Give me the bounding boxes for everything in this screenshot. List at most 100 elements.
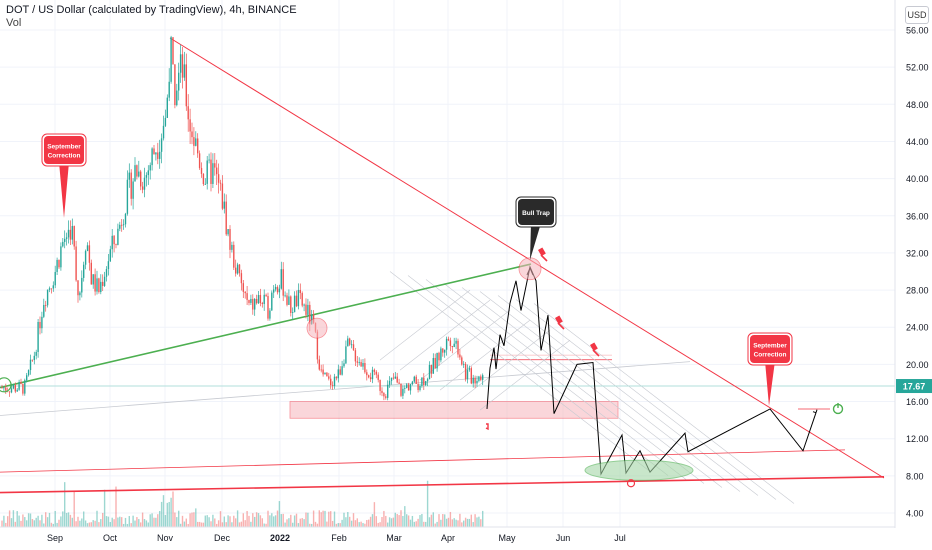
volume-bar — [257, 513, 260, 527]
candle-body — [124, 213, 127, 225]
candle-body — [60, 246, 62, 268]
candle-body — [459, 354, 461, 358]
candle-body — [198, 153, 201, 168]
candle-body — [73, 226, 75, 247]
candle-body — [39, 321, 41, 329]
candle-body — [396, 376, 398, 383]
bottom-marker — [626, 479, 636, 488]
volume-bar — [73, 491, 75, 527]
candle-body — [331, 385, 334, 386]
callout-text: Correction — [754, 352, 787, 359]
candle-body — [35, 351, 37, 356]
volume-bar — [27, 513, 30, 527]
candle-body — [136, 165, 138, 177]
candle-body — [271, 292, 273, 311]
candle-body — [100, 281, 102, 293]
candle-body — [447, 338, 450, 341]
volume-bar — [136, 517, 138, 527]
candle-body — [174, 64, 176, 106]
candle-body — [212, 163, 214, 184]
candlesticks — [1, 35, 484, 401]
volume-bar — [392, 517, 395, 527]
volume-bar — [39, 520, 41, 527]
candle-body — [402, 388, 404, 396]
volume-bar — [138, 519, 140, 527]
volume-bar — [457, 520, 459, 527]
volume-bar — [292, 522, 294, 527]
x-tick-label: Feb — [331, 533, 347, 543]
candle-body — [426, 379, 429, 382]
candle-body — [463, 363, 465, 365]
fan-line — [425, 279, 687, 480]
candle-body — [440, 348, 442, 361]
candle-body — [219, 182, 222, 184]
projection-arrowhead — [812, 409, 818, 414]
candle-body — [349, 338, 351, 345]
volume-bar — [147, 522, 149, 527]
candle-body — [149, 165, 151, 171]
candle-body — [417, 383, 419, 390]
candle-body — [103, 276, 106, 286]
candle-body — [111, 235, 113, 250]
candle-body — [457, 340, 459, 355]
volume-bar — [482, 510, 484, 527]
callout-box — [518, 199, 554, 225]
candle-body — [461, 357, 463, 365]
y-tick-label: 24.00 — [906, 323, 929, 333]
currency-button[interactable]: USD — [905, 6, 929, 24]
volume-bar — [200, 522, 203, 527]
volume-bar — [109, 522, 111, 527]
volume-bar — [41, 514, 43, 527]
y-tick-label: 48.00 — [906, 100, 929, 110]
volume-bar — [377, 522, 379, 527]
candle-body — [52, 285, 54, 289]
volume-bar — [364, 523, 366, 527]
volume-bar — [210, 521, 212, 527]
candle-body — [328, 376, 330, 379]
candle-body — [248, 299, 250, 303]
volume-label: Vol — [6, 17, 22, 29]
support-zone — [289, 401, 619, 419]
candle-body — [470, 368, 472, 384]
candle-body — [141, 186, 144, 190]
volume-bar — [250, 521, 252, 527]
candle-body — [46, 289, 49, 306]
volume-bar — [271, 513, 273, 527]
volume-bar — [309, 523, 311, 527]
candle-body — [333, 376, 336, 386]
volume-bar — [381, 517, 383, 527]
volume-bar — [236, 510, 239, 527]
candle-body — [423, 377, 425, 386]
volume-bar — [235, 518, 237, 527]
volume-bar — [92, 520, 94, 527]
volume-bar — [65, 512, 68, 527]
volume-bar — [162, 495, 165, 527]
volume-bar — [464, 517, 467, 527]
volume-bar — [261, 518, 263, 527]
volume-bar — [130, 523, 132, 527]
fan-line — [497, 295, 759, 496]
candle-body — [278, 288, 281, 293]
candle-body — [92, 274, 94, 285]
volume-bar — [407, 515, 410, 527]
candle-body — [316, 331, 319, 360]
y-tick-label: 16.00 — [906, 397, 929, 407]
candle-body — [56, 259, 58, 272]
volume-bar — [159, 510, 161, 527]
volume-bar — [368, 519, 370, 527]
volume-bar — [468, 518, 471, 527]
volume-bar — [417, 518, 419, 527]
candle-body — [48, 288, 51, 290]
volume-bar — [419, 515, 421, 527]
candle-body — [464, 363, 467, 380]
volume-bar — [141, 512, 144, 527]
volume-bar — [126, 523, 129, 527]
candle-body — [29, 359, 32, 371]
volume-bar — [115, 486, 117, 527]
candle-body — [14, 385, 16, 392]
y-axis-labels: 56.00 52.00 48.00 44.00 40.00 36.00 32.00 28.00… — [906, 26, 929, 519]
volume-bar — [229, 516, 231, 527]
volume-bar — [94, 520, 96, 527]
candle-body — [354, 350, 357, 362]
